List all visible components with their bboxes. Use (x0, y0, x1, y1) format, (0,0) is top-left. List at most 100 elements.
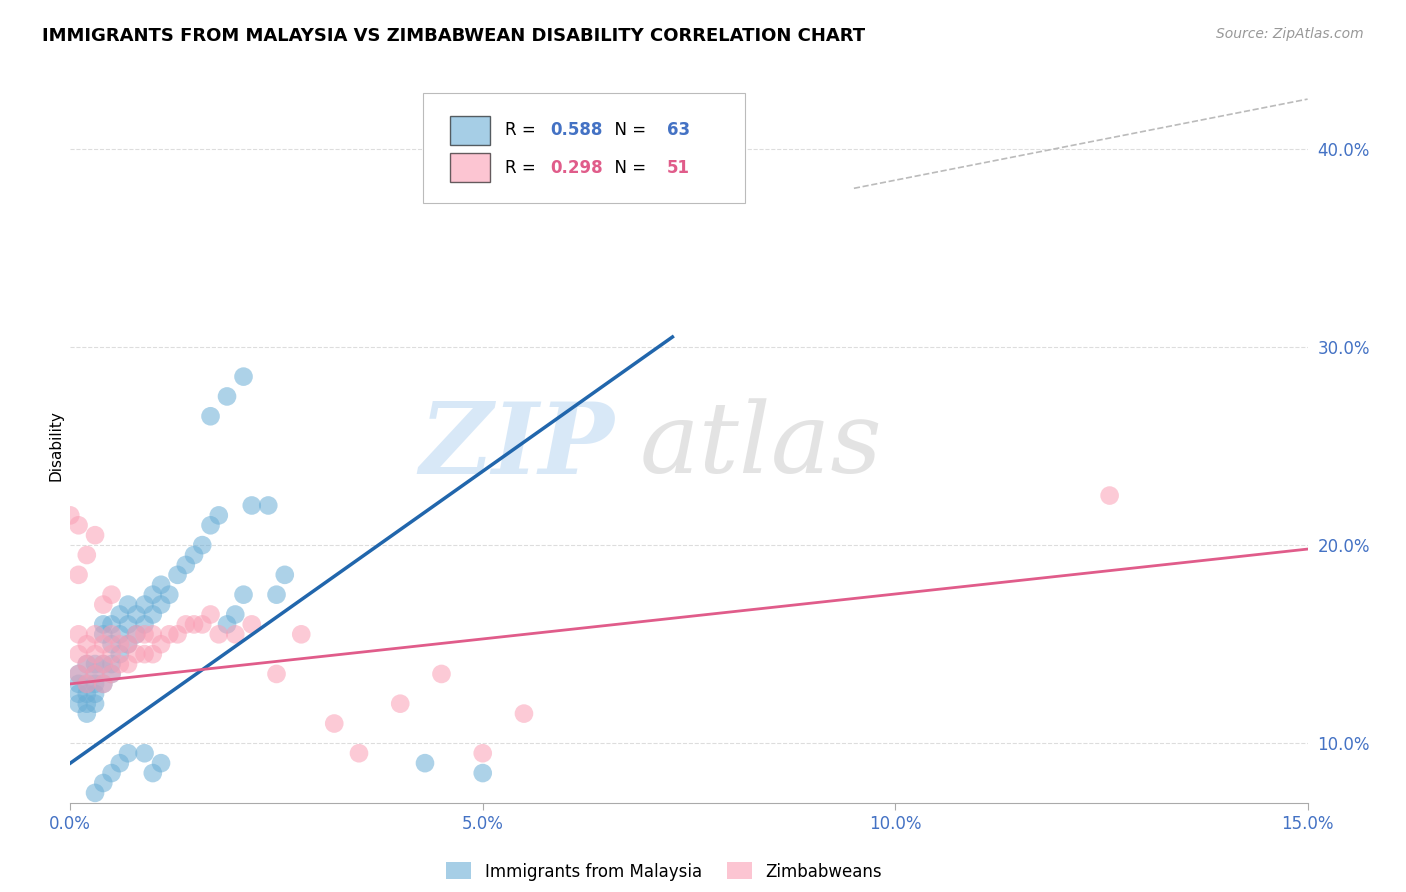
Point (76, 697, 98, 711)
Point (471, 746, 494, 760)
Point (76, 687, 98, 701)
Point (134, 627, 156, 641)
Point (117, 598, 139, 612)
Point (76, 677, 98, 691)
Point (117, 746, 139, 760)
Point (100, 588, 122, 602)
Point (191, 538, 214, 552)
FancyBboxPatch shape (450, 153, 489, 182)
Text: R =: R = (505, 121, 540, 139)
Point (413, 756, 436, 771)
Text: IMMIGRANTS FROM MALAYSIA VS ZIMBABWEAN DISABILITY CORRELATION CHART: IMMIGRANTS FROM MALAYSIA VS ZIMBABWEAN D… (42, 27, 865, 45)
Point (100, 637, 122, 651)
FancyBboxPatch shape (423, 93, 745, 203)
Point (84, 657, 107, 671)
Point (100, 766, 122, 780)
Point (232, 369, 254, 384)
Text: N =: N = (603, 121, 651, 139)
Text: 0.588: 0.588 (550, 121, 603, 139)
Point (76, 706, 98, 721)
Point (200, 518, 222, 533)
Point (157, 627, 180, 641)
Point (471, 766, 494, 780)
Point (150, 598, 173, 612)
Point (430, 667, 453, 681)
Point (150, 756, 173, 771)
Point (100, 667, 122, 681)
Point (100, 657, 122, 671)
Point (174, 558, 197, 572)
Text: 63: 63 (666, 121, 690, 139)
Point (166, 627, 188, 641)
Point (108, 756, 131, 771)
Point (323, 716, 346, 731)
Point (232, 588, 254, 602)
Point (59, 508, 82, 523)
Text: 51: 51 (666, 159, 690, 177)
Point (84, 687, 107, 701)
Point (134, 598, 156, 612)
Point (215, 617, 238, 632)
Point (67, 667, 90, 681)
Point (76, 657, 98, 671)
Point (166, 567, 188, 582)
Legend: Immigrants from Malaysia, Zimbabweans: Immigrants from Malaysia, Zimbabweans (440, 855, 889, 888)
Point (142, 588, 165, 602)
Point (67, 567, 90, 582)
Text: atlas: atlas (640, 399, 882, 493)
Point (91, 637, 114, 651)
Point (174, 617, 197, 632)
Point (67, 627, 90, 641)
Text: 0.298: 0.298 (550, 159, 603, 177)
Point (183, 548, 205, 562)
Point (290, 627, 312, 641)
Point (1098, 489, 1121, 503)
Point (91, 657, 114, 671)
Text: N =: N = (603, 159, 651, 177)
Point (117, 657, 139, 671)
Point (91, 776, 114, 790)
Point (67, 647, 90, 661)
Point (100, 667, 122, 681)
Point (266, 588, 288, 602)
Point (266, 667, 288, 681)
Point (67, 677, 90, 691)
Point (84, 627, 107, 641)
Point (84, 647, 107, 661)
Point (84, 667, 107, 681)
Point (108, 637, 131, 651)
Point (150, 637, 173, 651)
Point (91, 677, 114, 691)
Point (191, 617, 214, 632)
Point (157, 588, 180, 602)
Point (100, 627, 122, 641)
Point (76, 677, 98, 691)
Point (150, 578, 173, 592)
Point (142, 766, 165, 780)
Point (134, 617, 156, 632)
Point (125, 607, 148, 622)
Point (91, 677, 114, 691)
Point (224, 627, 246, 641)
Point (142, 627, 165, 641)
Point (142, 607, 165, 622)
Y-axis label: Disability: Disability (48, 410, 63, 482)
Point (389, 697, 412, 711)
Point (67, 687, 90, 701)
Point (91, 627, 114, 641)
Point (347, 746, 370, 760)
Point (183, 617, 205, 632)
FancyBboxPatch shape (450, 116, 489, 145)
Point (142, 647, 165, 661)
Point (200, 607, 222, 622)
Point (125, 627, 148, 641)
Point (84, 528, 107, 542)
Point (67, 667, 90, 681)
Point (513, 706, 536, 721)
Point (76, 548, 98, 562)
Text: Source: ZipAtlas.com: Source: ZipAtlas.com (1216, 27, 1364, 41)
Point (134, 647, 156, 661)
Point (84, 786, 107, 800)
Point (108, 607, 131, 622)
Point (108, 647, 131, 661)
